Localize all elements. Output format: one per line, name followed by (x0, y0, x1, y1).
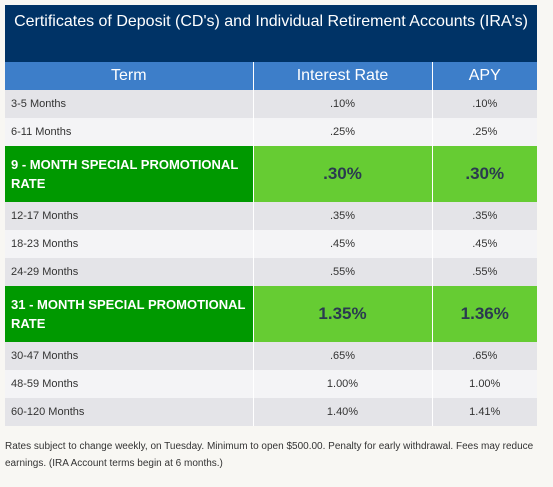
table-row: 18-23 Months .45% .45% (5, 230, 537, 258)
term-cell: 60-120 Months (5, 398, 253, 426)
term-cell: 30-47 Months (5, 342, 253, 370)
rates-panel: Certificates of Deposit (CD's) and Indiv… (5, 5, 537, 426)
term-cell: 3-5 Months (5, 90, 253, 118)
rate-cell: .35% (252, 202, 432, 230)
promo-term-cell: 31 - MONTH SPECIAL PROMOTIONAL RATE (5, 286, 253, 342)
term-cell: 12-17 Months (5, 202, 253, 230)
term-cell: 6-11 Months (5, 118, 253, 146)
apy-cell: .55% (431, 258, 537, 286)
apy-cell: .65% (431, 342, 537, 370)
promo-row-31-month: 31 - MONTH SPECIAL PROMOTIONAL RATE 1.35… (5, 286, 537, 342)
promo-apy-cell: 1.36% (431, 286, 537, 342)
promo-rate-cell: 1.35% (252, 286, 432, 342)
header-apy: APY (431, 62, 537, 90)
promo-apy-cell: .30% (431, 146, 537, 202)
table-row: 3-5 Months .10% .10% (5, 90, 537, 118)
promo-row-9-month: 9 - MONTH SPECIAL PROMOTIONAL RATE .30% … (5, 146, 537, 202)
header-row: Term Interest Rate APY (5, 62, 537, 90)
apy-cell: .10% (431, 90, 537, 118)
apy-cell: .45% (431, 230, 537, 258)
table-row: 12-17 Months .35% .35% (5, 202, 537, 230)
rate-cell: .65% (252, 342, 432, 370)
header-term: Term (5, 62, 253, 90)
term-cell: 48-59 Months (5, 370, 253, 398)
table-row: 60-120 Months 1.40% 1.41% (5, 398, 537, 426)
promo-term-cell: 9 - MONTH SPECIAL PROMOTIONAL RATE (5, 146, 253, 202)
table-row: 6-11 Months .25% .25% (5, 118, 537, 146)
header-interest-rate: Interest Rate (252, 62, 432, 90)
apy-cell: .35% (431, 202, 537, 230)
rate-cell: .45% (252, 230, 432, 258)
apy-cell: .25% (431, 118, 537, 146)
apy-cell: 1.41% (431, 398, 537, 426)
table-title: Certificates of Deposit (CD's) and Indiv… (5, 5, 537, 62)
apy-cell: 1.00% (431, 370, 537, 398)
rate-cell: 1.40% (252, 398, 432, 426)
promo-rate-cell: .30% (252, 146, 432, 202)
table-row: 48-59 Months 1.00% 1.00% (5, 370, 537, 398)
term-cell: 18-23 Months (5, 230, 253, 258)
rate-cell: .25% (252, 118, 432, 146)
disclaimer-footnote: Rates subject to change weekly, on Tuesd… (5, 441, 534, 469)
rates-table: Term Interest Rate APY 3-5 Months .10% .… (5, 62, 537, 426)
table-row: 30-47 Months .65% .65% (5, 342, 537, 370)
term-cell: 24-29 Months (5, 258, 253, 286)
table-row: 24-29 Months .55% .55% (5, 258, 537, 286)
rate-cell: .10% (252, 90, 432, 118)
rate-cell: 1.00% (252, 370, 432, 398)
rate-cell: .55% (252, 258, 432, 286)
